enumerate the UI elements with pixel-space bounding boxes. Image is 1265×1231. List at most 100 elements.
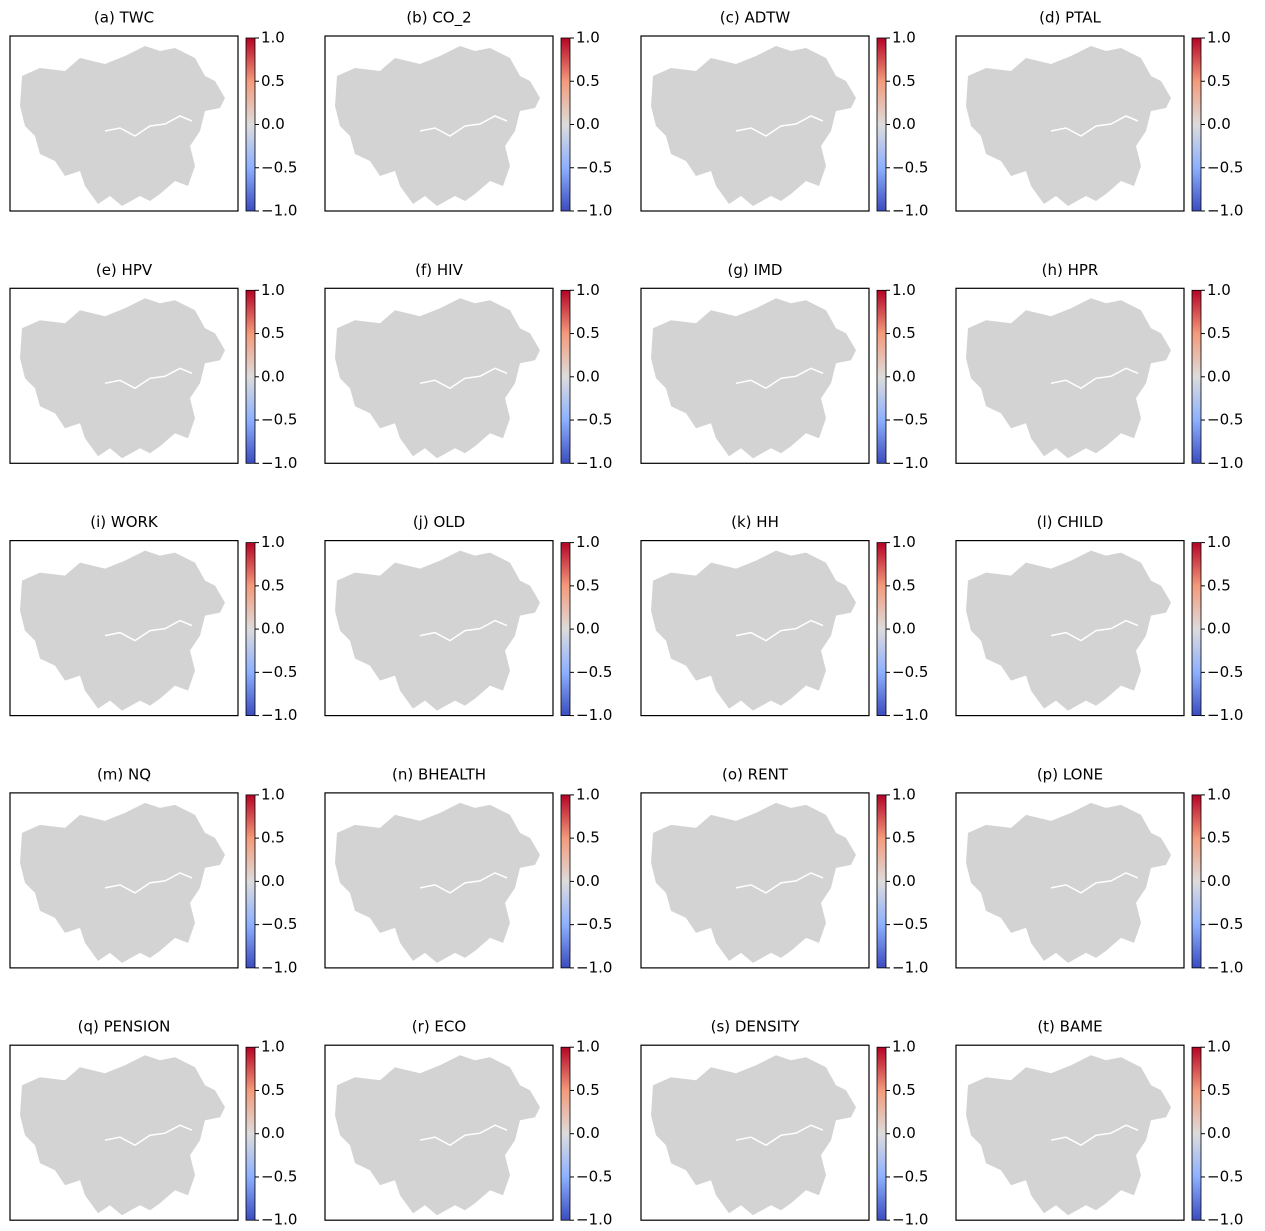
colorbar-tick-label: 0.5 — [892, 829, 916, 847]
panel-title: (d) PTAL — [1039, 9, 1101, 27]
map-panel: (k) HH1.00.50.0−0.5−1.0 — [641, 513, 928, 724]
colorbar-tick-label: −1.0 — [1207, 958, 1243, 976]
map-panel: (b) CO_21.00.50.0−0.5−1.0 — [325, 9, 612, 220]
colorbar-tick-label: −1.0 — [892, 454, 928, 472]
colorbar-tick-label: 0.0 — [1207, 872, 1231, 890]
colorbar-tick-label: 1.0 — [576, 785, 600, 803]
map-panel: (f) HIV1.00.50.0−0.5−1.0 — [325, 261, 612, 472]
colorbar-tick-label: 0.5 — [576, 1081, 600, 1099]
panel-title: (n) BHEALTH — [392, 765, 486, 783]
colorbar-tick-label: 1.0 — [576, 533, 600, 551]
colorbar-tick-label: −0.5 — [1207, 411, 1243, 429]
colorbar-tick-label: 0.5 — [576, 576, 600, 594]
colorbar — [246, 1047, 255, 1220]
colorbar-tick-label: 0.0 — [1207, 367, 1231, 385]
colorbar — [1192, 543, 1201, 716]
colorbar-tick-label: 0.5 — [576, 324, 600, 342]
colorbar-tick-label: 1.0 — [576, 29, 600, 47]
colorbar-tick-label: −0.5 — [892, 158, 928, 176]
colorbar-tick-label: −0.5 — [576, 1167, 612, 1185]
colorbar-tick-label: 0.5 — [892, 72, 916, 90]
panel-title: (g) IMD — [728, 261, 783, 279]
colorbar-tick-label: 1.0 — [261, 1038, 285, 1056]
colorbar-tick-label: 0.5 — [261, 576, 285, 594]
colorbar-tick-label: −1.0 — [1207, 454, 1243, 472]
colorbar-tick-label: 1.0 — [1207, 533, 1231, 551]
colorbar-tick-label: 1.0 — [261, 533, 285, 551]
colorbar-tick-label: 1.0 — [1207, 29, 1231, 47]
colorbar — [1192, 290, 1201, 463]
colorbar-tick-label: 0.0 — [892, 115, 916, 133]
colorbar-tick-label: −1.0 — [892, 1211, 928, 1227]
colorbar-tick-label: 0.5 — [1207, 324, 1231, 342]
colorbar-tick-label: −1.0 — [1207, 202, 1243, 220]
panel-title: (s) DENSITY — [711, 1018, 801, 1036]
colorbar-tick-label: −0.5 — [261, 663, 297, 681]
colorbar-tick-label: −1.0 — [576, 1211, 612, 1227]
colorbar-tick-label: −0.5 — [261, 915, 297, 933]
colorbar-tick-label: −1.0 — [892, 202, 928, 220]
colorbar-tick-label: 0.0 — [576, 1124, 600, 1142]
panel-title: (e) HPV — [96, 261, 153, 279]
panel-title: (l) CHILD — [1037, 513, 1104, 531]
panel-title: (k) HH — [731, 513, 779, 531]
colorbar — [561, 1047, 570, 1220]
colorbar-tick-label: −0.5 — [261, 158, 297, 176]
panel-title: (o) RENT — [722, 765, 789, 783]
colorbar-tick-label: −0.5 — [576, 158, 612, 176]
colorbar-tick-label: 0.5 — [261, 324, 285, 342]
colorbar-tick-label: −0.5 — [1207, 663, 1243, 681]
colorbar-tick-label: 0.0 — [261, 1124, 285, 1142]
colorbar — [877, 795, 886, 968]
colorbar — [246, 38, 255, 211]
colorbar-tick-label: −1.0 — [1207, 706, 1243, 724]
colorbar — [877, 543, 886, 716]
map-panel: (g) IMD1.00.50.0−0.5−1.0 — [641, 261, 928, 472]
panel-title: (c) ADTW — [720, 9, 791, 27]
colorbar-tick-label: 0.0 — [576, 115, 600, 133]
colorbar — [246, 543, 255, 716]
map-panel: (t) BAME1.00.50.0−0.5−1.0 — [956, 1018, 1243, 1227]
colorbar — [1192, 1047, 1201, 1220]
colorbar-tick-label: 0.0 — [261, 115, 285, 133]
panel-title: (h) HPR — [1042, 261, 1099, 279]
colorbar-tick-label: −1.0 — [892, 958, 928, 976]
panel-title: (a) TWC — [94, 9, 154, 27]
colorbar-tick-label: −1.0 — [261, 1211, 297, 1227]
colorbar-tick-label: 0.0 — [261, 620, 285, 638]
colorbar — [561, 795, 570, 968]
map-panel: (p) LONE1.00.50.0−0.5−1.0 — [956, 765, 1243, 976]
panel-title: (f) HIV — [415, 261, 463, 279]
colorbar-tick-label: 0.5 — [261, 829, 285, 847]
colorbar-tick-label: −0.5 — [576, 915, 612, 933]
colorbar-tick-label: −0.5 — [892, 1167, 928, 1185]
colorbar-tick-label: −1.0 — [261, 706, 297, 724]
colorbar-tick-label: 0.0 — [576, 367, 600, 385]
colorbar-tick-label: 0.0 — [892, 620, 916, 638]
colorbar-tick-label: 1.0 — [1207, 1038, 1231, 1056]
colorbar-tick-label: −1.0 — [576, 958, 612, 976]
panel-title: (r) ECO — [412, 1018, 466, 1036]
colorbar-tick-label: 0.5 — [892, 576, 916, 594]
colorbar — [246, 795, 255, 968]
colorbar-tick-label: −0.5 — [1207, 1167, 1243, 1185]
colorbar-tick-label: 1.0 — [261, 281, 285, 299]
panel-title: (j) OLD — [413, 513, 465, 531]
colorbar-tick-label: −0.5 — [261, 1167, 297, 1185]
colorbar — [1192, 795, 1201, 968]
map-panel: (n) BHEALTH1.00.50.0−0.5−1.0 — [325, 765, 612, 976]
colorbar-tick-label: 1.0 — [261, 785, 285, 803]
colorbar-tick-label: −0.5 — [576, 663, 612, 681]
colorbar — [561, 543, 570, 716]
colorbar — [877, 1047, 886, 1220]
colorbar-tick-label: 1.0 — [892, 281, 916, 299]
colorbar-tick-label: 0.5 — [576, 72, 600, 90]
panel-title: (i) WORK — [90, 513, 159, 531]
colorbar-tick-label: 0.0 — [892, 872, 916, 890]
map-panel: (l) CHILD1.00.50.0−0.5−1.0 — [956, 513, 1243, 724]
colorbar-tick-label: 0.0 — [261, 367, 285, 385]
panel-title: (p) LONE — [1037, 765, 1103, 783]
